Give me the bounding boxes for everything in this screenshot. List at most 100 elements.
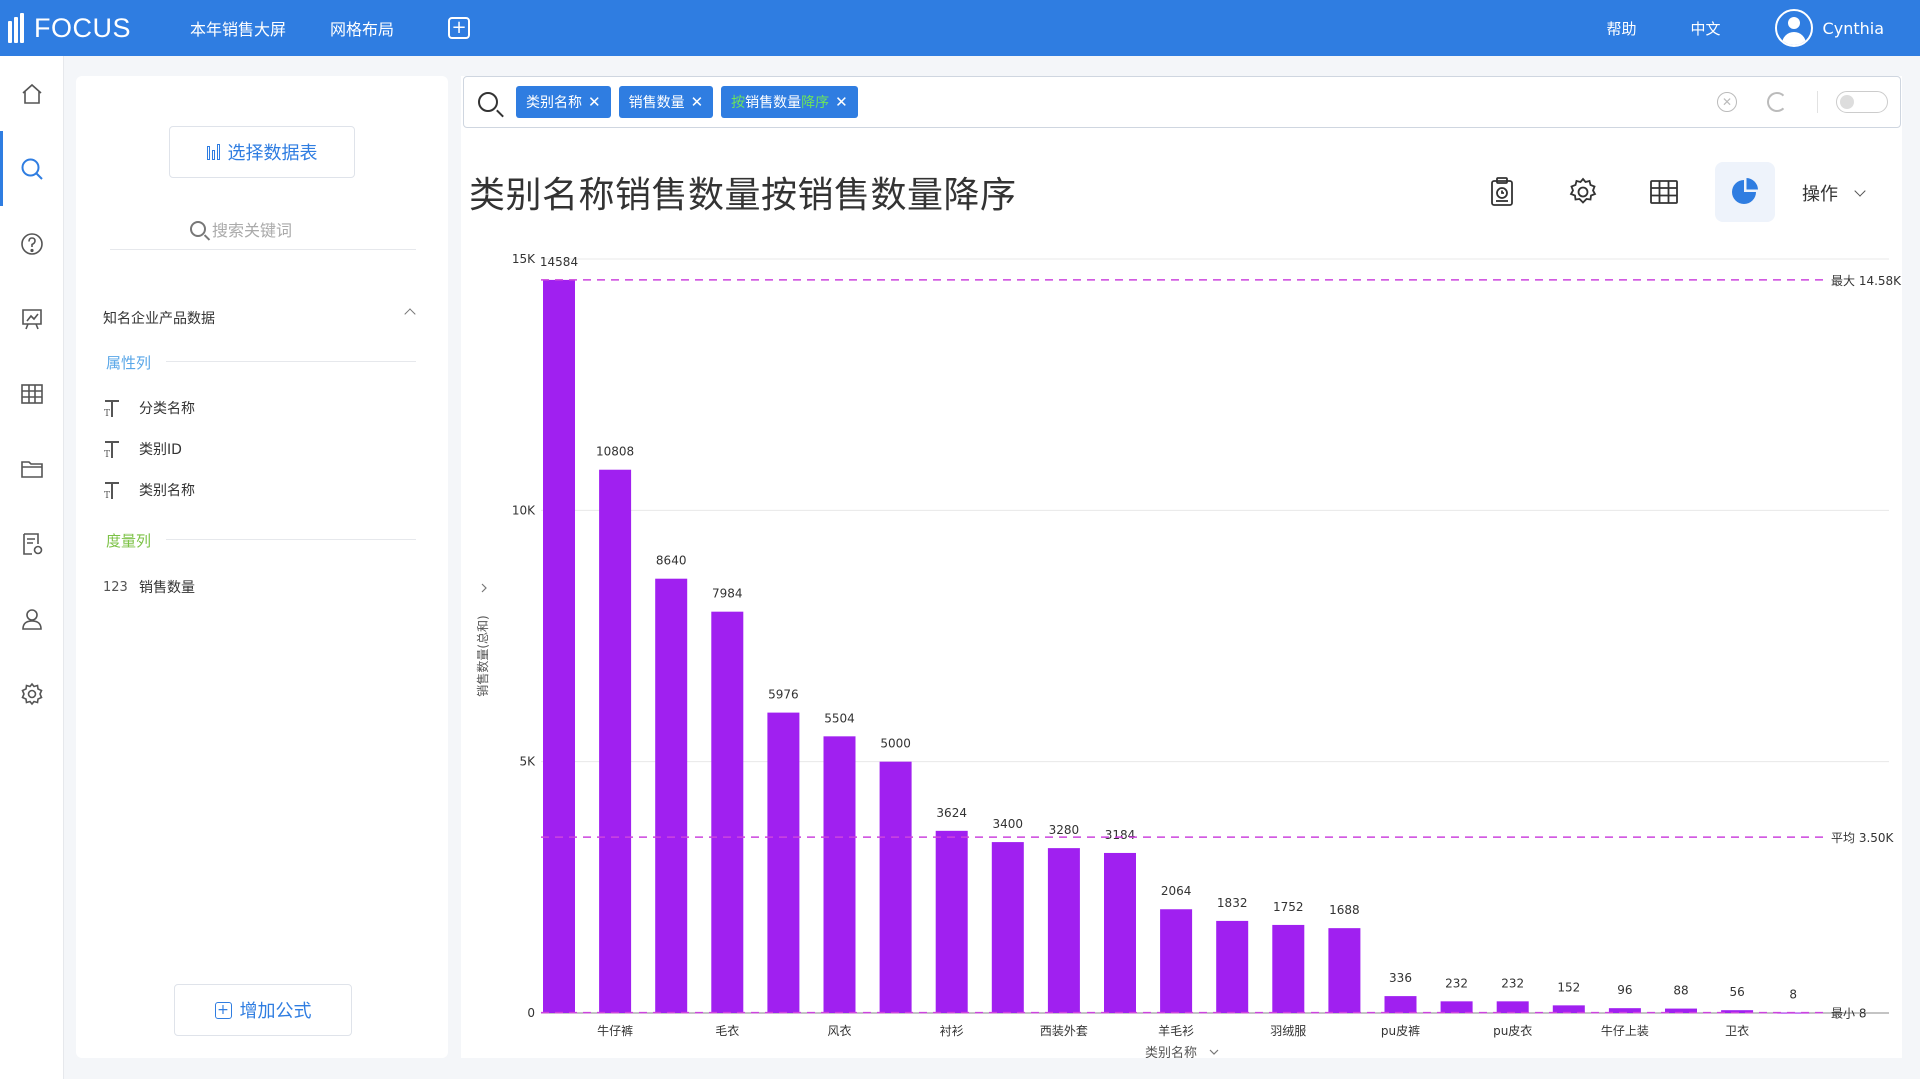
clear-icon[interactable]: ✕ [1717, 92, 1737, 112]
rail-folder[interactable] [0, 431, 64, 506]
table-view-button[interactable] [1634, 162, 1694, 222]
data-label: 10808 [596, 445, 634, 459]
dataset-title[interactable]: 知名企业产品数据 [103, 311, 215, 327]
select-table-label: 选择数据表 [227, 143, 318, 164]
field-label: 类别名称 [139, 483, 195, 499]
data-label: 1752 [1273, 900, 1304, 914]
bar [1160, 909, 1193, 1013]
language-switch[interactable]: 中文 [1690, 19, 1721, 38]
data-label: 1688 [1329, 903, 1360, 917]
field-category-id[interactable]: T 类别ID [103, 439, 182, 460]
bar-chart: 0 5K 10K 15K 销售数量(总和) 14584 10808 牛仔裤 8640 7984 毛衣… [475, 252, 1902, 1058]
chevron-up-icon[interactable] [404, 308, 416, 320]
data-label: 3184 [1105, 828, 1136, 842]
data-label: 7984 [712, 587, 743, 601]
toggle-switch[interactable] [1836, 91, 1888, 113]
data-label: 5000 [880, 737, 911, 751]
bar [879, 761, 912, 1013]
settings-icon [21, 682, 43, 705]
top-bar: FOCUS 本年销售大屏 网格布局 + 帮助 中文 Cynthia [0, 0, 1920, 56]
bar [1665, 1008, 1697, 1013]
chevron-down-icon [1209, 1049, 1219, 1055]
dashboard-icon [22, 308, 42, 329]
chart-type-button[interactable] [1715, 162, 1775, 222]
field-label: 分类名称 [139, 401, 195, 417]
data-panel: 选择数据表 搜索关键词 知名企业产品数据 属性列 T 分类名称 T 类别ID T… [76, 76, 448, 1058]
search-icon [478, 92, 498, 112]
data-label: 1832 [1217, 896, 1248, 910]
y-axis-label: 销售数量(总和) [475, 615, 490, 696]
chip-prefix: 按 [731, 95, 746, 111]
keyword-search-input[interactable]: 搜索关键词 [110, 208, 416, 250]
data-label: 88 [1673, 984, 1688, 998]
folder-icon [21, 460, 43, 478]
data-label: 5976 [768, 688, 799, 702]
bar [823, 736, 856, 1013]
text-type-icon: T [103, 440, 123, 460]
search-chip-sales[interactable]: 销售数量 ✕ [618, 86, 714, 118]
bar [767, 712, 800, 1013]
x-tick-label: 毛衣 [715, 1023, 739, 1038]
add-page-icon[interactable]: + [448, 17, 471, 39]
chip-label: 类别名称 [526, 95, 582, 111]
x-tick-label: 衬衫 [940, 1024, 964, 1038]
y-tick-label: 10K [512, 503, 536, 517]
close-icon[interactable]: ✕ [690, 93, 704, 111]
chart-settings-button[interactable] [1553, 162, 1613, 222]
field-sales-quantity[interactable]: 123 销售数量 [103, 577, 195, 597]
bar [1216, 920, 1249, 1013]
rail-search[interactable] [0, 131, 64, 206]
text-type-icon: T [103, 481, 123, 501]
search-chip-category[interactable]: 类别名称 ✕ [516, 86, 611, 118]
nav-grid-layout[interactable]: 网格布局 [330, 20, 395, 39]
data-label: 14584 [540, 255, 578, 269]
bar [1552, 1005, 1585, 1013]
table-icon [1650, 180, 1678, 204]
bar [1104, 852, 1136, 1013]
data-label: 3400 [993, 817, 1024, 831]
data-label: 56 [1729, 985, 1744, 999]
operations-label: 操作 [1802, 184, 1838, 205]
data-label: 232 [1445, 976, 1468, 990]
refresh-icon[interactable] [1767, 92, 1787, 112]
data-label: 152 [1557, 980, 1580, 994]
logo-text: FOCUS [34, 12, 131, 43]
user-menu[interactable]: Cynthia [1774, 9, 1884, 47]
rail-table[interactable] [0, 356, 64, 431]
bar [1272, 924, 1305, 1013]
search-chip-sort[interactable]: 按销售数量 降序 ✕ [721, 86, 858, 118]
help-link[interactable]: 帮助 [1606, 19, 1637, 38]
data-label: 3280 [1049, 823, 1080, 837]
divider [166, 361, 416, 362]
operations-dropdown[interactable]: 操作 [1802, 180, 1866, 206]
search-icon [190, 220, 206, 237]
add-formula-button[interactable]: + 增加公式 [174, 984, 352, 1036]
bar [1328, 928, 1361, 1013]
select-table-button[interactable]: 选择数据表 [169, 126, 355, 178]
rail-report-settings[interactable] [0, 506, 64, 581]
clipboard-button[interactable] [1472, 162, 1532, 222]
rail-settings[interactable] [0, 656, 64, 731]
y-tick-label: 0 [527, 1006, 535, 1020]
rail-home[interactable] [0, 56, 64, 131]
bar [599, 469, 632, 1013]
bar [1384, 996, 1417, 1013]
close-icon[interactable]: ✕ [835, 93, 848, 111]
search-bar[interactable]: 类别名称 ✕ 销售数量 ✕ 按 销售数量 降序 ✕ ✕ [463, 76, 1901, 128]
data-label: 2064 [1161, 884, 1192, 898]
rail-help[interactable] [0, 206, 64, 281]
chevron-right-icon [481, 583, 487, 593]
rail-user[interactable] [0, 581, 64, 656]
plus-icon: + [214, 1001, 232, 1019]
table-icon [21, 383, 43, 404]
clipboard-clock-icon [1491, 177, 1513, 206]
rail-dashboard[interactable] [0, 281, 64, 356]
nav-sales-screen[interactable]: 本年销售大屏 [190, 20, 287, 39]
field-category-group-name[interactable]: T 分类名称 [103, 398, 195, 419]
chip-label: 销售数量 [628, 95, 685, 111]
close-icon[interactable]: ✕ [588, 93, 601, 111]
field-category-name[interactable]: T 类别名称 [103, 480, 195, 501]
focus-logo[interactable]: FOCUS [8, 13, 178, 44]
main-area: 类别名称 ✕ 销售数量 ✕ 按销售数量 降序 ✕ ✕ 类别名称销售数量按销售数量降序 操… [461, 76, 1902, 1058]
chip-suffix: 降序 [801, 95, 830, 111]
